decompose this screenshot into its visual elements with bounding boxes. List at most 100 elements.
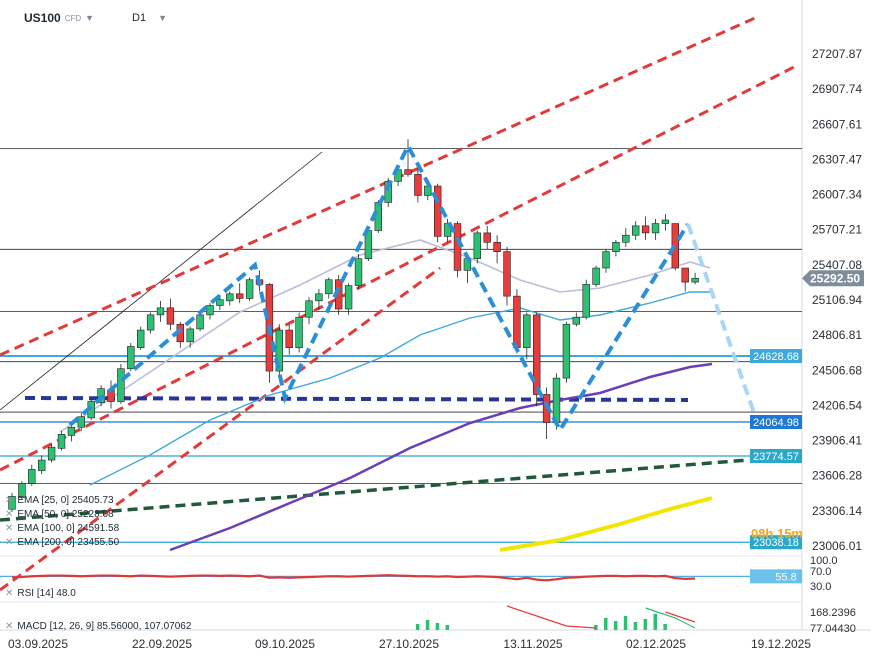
- macd-histogram-bar: [633, 622, 638, 630]
- candle-body: [572, 316, 581, 325]
- candle-body: [513, 295, 521, 348]
- macd-signal-line: [506, 605, 597, 629]
- candle-body: [127, 346, 135, 370]
- candle-body: [354, 258, 363, 286]
- candle-body: [226, 293, 234, 302]
- date-tick-label: 27.10.2025: [379, 637, 439, 651]
- legend-ema-50[interactable]: ✕ EMA [50, 0] 25228.08: [5, 508, 114, 520]
- neckline: [24, 396, 689, 402]
- rsi-pane: 100.070.0 30.0 55.8: [0, 555, 838, 593]
- price-tick-label: 23606.28: [812, 469, 862, 483]
- ema-200-line: [499, 496, 713, 552]
- candle-body: [146, 314, 155, 331]
- level-badge-text: 24628.68: [753, 351, 799, 363]
- channel-lower: [0, 266, 441, 592]
- candle-body: [285, 329, 293, 348]
- date-tick-label: 19.12.2025: [751, 637, 811, 651]
- close-icon[interactable]: ✕: [5, 522, 14, 534]
- legend-ema-100-label: EMA [100, 0] 24591.58: [17, 522, 120, 534]
- macd-histogram-bar: [425, 620, 430, 630]
- macd-histogram-bar: [435, 623, 440, 630]
- candle-body: [325, 279, 333, 295]
- candle-body: [344, 285, 353, 310]
- rising-support: [0, 458, 749, 522]
- rsi-axis-label: 100.0: [810, 555, 838, 567]
- candle-body: [681, 267, 689, 283]
- rsi-level-badge: [750, 569, 802, 584]
- fibonacci-levels: [0, 148, 802, 484]
- candle-body: [493, 241, 501, 252]
- ema-50-line: [89, 291, 712, 486]
- candle-body: [67, 426, 76, 436]
- close-icon[interactable]: ✕: [5, 587, 14, 599]
- legend-ema-25[interactable]: ✕ EMA [25, 0] 25405.73: [5, 494, 114, 506]
- thin-trendline: [0, 151, 323, 411]
- price-badges: 25292.50 24628.68 24064.98 23774.57 23038.18: [750, 270, 864, 550]
- level-badge-text: 23038.18: [753, 537, 799, 549]
- zigzag-projection: [686, 223, 762, 431]
- candle-body: [8, 496, 16, 510]
- close-icon[interactable]: ✕: [5, 494, 14, 506]
- rsi-level-badge-text: 55.8: [775, 571, 796, 583]
- candle-body: [156, 307, 165, 316]
- price-tick-label: 24806.81: [812, 328, 862, 342]
- candle-countdown: 08h 15m: [750, 526, 803, 541]
- candle-body: [37, 459, 46, 471]
- candle-body: [18, 483, 26, 498]
- candle-body: [552, 377, 561, 423]
- zigzag-line: [68, 141, 690, 434]
- timeframe-label: D1: [132, 12, 147, 24]
- symbol-selector[interactable]: US100 CFD ▼: [24, 8, 94, 28]
- candle-body: [582, 284, 590, 318]
- candle-body: [384, 181, 392, 203]
- candle-body: [57, 433, 66, 449]
- legend-rsi[interactable]: ✕ RSI [14] 48.0: [5, 587, 76, 599]
- macd-histogram-bar: [653, 614, 657, 630]
- current-price-text: 25292.50: [810, 271, 860, 285]
- legend-ema-100[interactable]: ✕ EMA [100, 0] 24591.58: [5, 522, 119, 534]
- candle-body: [691, 277, 699, 283]
- ema-100-line: [169, 362, 713, 552]
- candle-body: [523, 314, 531, 348]
- candle-body: [305, 300, 313, 318]
- close-icon[interactable]: ✕: [5, 536, 14, 548]
- candle-body: [137, 329, 145, 348]
- candle-body: [236, 293, 244, 299]
- candle-body: [166, 307, 175, 325]
- date-tick-label: 22.09.2025: [132, 637, 192, 651]
- candle-body: [631, 225, 640, 236]
- price-tick-label: 26907.74: [812, 82, 862, 96]
- candle-body: [562, 323, 571, 379]
- date-axis: 03.09.2025 22.09.2025 09.10.2025 27.10.2025…: [8, 637, 811, 651]
- price-tick-label: 26307.47: [812, 152, 862, 166]
- candle-body: [196, 314, 204, 330]
- candlesticks: [8, 139, 699, 512]
- timeframe-selector[interactable]: D1 ▼: [132, 8, 167, 28]
- price-tick-label: 24506.68: [812, 363, 862, 377]
- candle-body: [651, 223, 660, 234]
- level-badge: [750, 415, 802, 430]
- candle-body: [295, 316, 303, 348]
- legend-ema-200[interactable]: ✕ EMA [200, 0] 23455.50: [5, 536, 119, 548]
- close-icon[interactable]: ✕: [5, 508, 14, 520]
- price-tick-label: 24206.54: [812, 398, 862, 412]
- price-tick-label: 25106.94: [812, 293, 862, 307]
- level-badge: [750, 449, 802, 464]
- price-tick-label: 23906.41: [812, 434, 862, 448]
- macd-histogram-bar: [623, 616, 628, 630]
- chevron-down-icon: ▼: [85, 13, 95, 23]
- macd-histogram-bar: [663, 624, 667, 630]
- price-axis: 27207.87 26907.74 26607.61 26307.47 26007.34…: [812, 47, 862, 553]
- legend-macd[interactable]: ✕ MACD [12, 26, 9] 85.56000, 107.07062: [5, 620, 191, 632]
- macd-histogram-bar: [445, 625, 450, 630]
- candle-body: [602, 251, 610, 269]
- close-icon[interactable]: ✕: [5, 620, 14, 632]
- current-price-badge: [802, 270, 864, 287]
- candle-body: [216, 299, 224, 306]
- macd-signal-line-2: [665, 611, 696, 623]
- price-tick-label: 25707.21: [812, 223, 862, 237]
- legend-ema-50-label: EMA [50, 0] 25228.08: [17, 508, 114, 520]
- legend-ema-25-label: EMA [25, 0] 25405.73: [17, 494, 114, 506]
- price-tick-label: 27207.87: [812, 47, 862, 61]
